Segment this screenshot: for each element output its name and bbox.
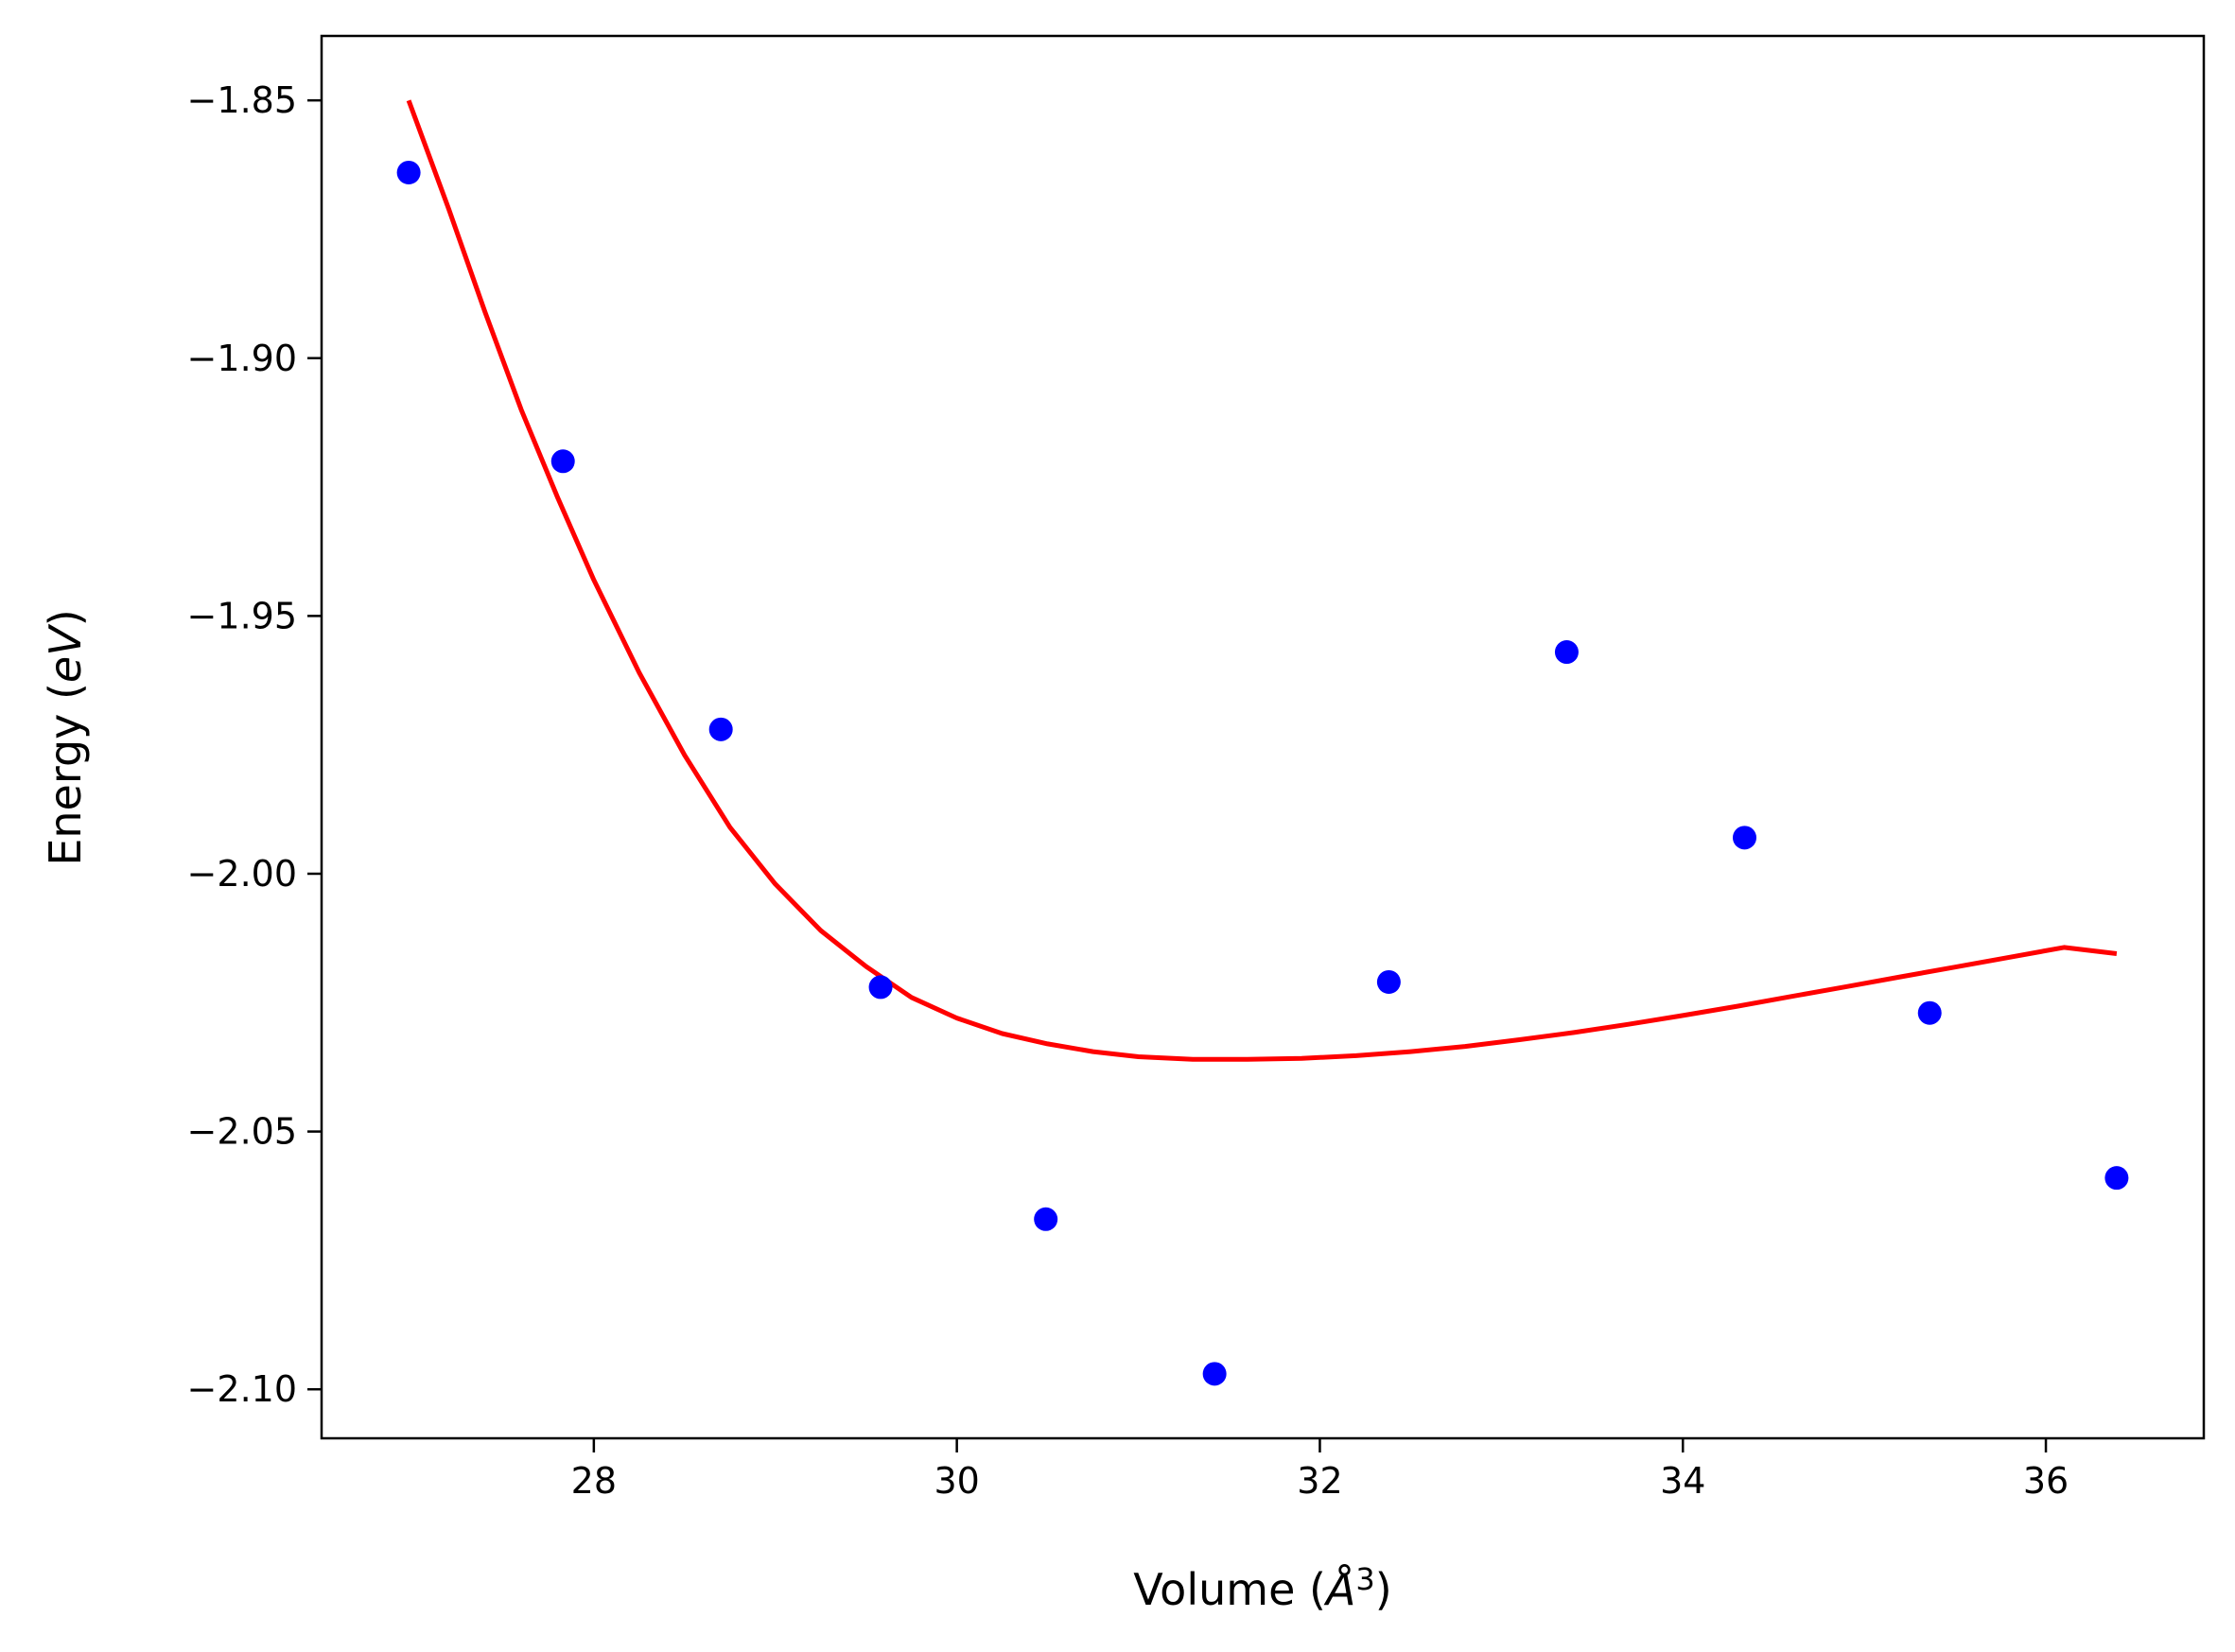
- y-axis-label-prefix: Energy (: [40, 683, 91, 866]
- y-tick-label: −1.85: [187, 79, 297, 121]
- x-tick-label: 32: [1297, 1460, 1342, 1502]
- x-tick-label: 34: [1660, 1460, 1705, 1502]
- data-point: [868, 975, 893, 1000]
- y-tick-label: −1.95: [187, 595, 297, 636]
- series-layer: [396, 99, 2129, 1386]
- x-axis-ticks: 28 30 32 34 36: [571, 1438, 2069, 1502]
- data-point: [1202, 1362, 1227, 1386]
- x-tick-label: 30: [934, 1460, 979, 1502]
- x-axis-label-suffix: ): [1375, 1564, 1392, 1615]
- y-tick-label: −2.10: [187, 1368, 297, 1410]
- y-axis-label-unit: eV: [40, 623, 91, 683]
- y-tick-label: −2.00: [187, 853, 297, 895]
- x-axis-label-unit: Å: [1323, 1564, 1355, 1615]
- data-point: [1917, 1000, 1942, 1025]
- y-axis-label-suffix: ): [40, 609, 91, 626]
- y-tick-label: −2.05: [187, 1111, 297, 1153]
- data-point: [1376, 969, 1401, 994]
- x-axis-label-superscript: 3: [1355, 1561, 1374, 1597]
- data-point: [1732, 826, 1756, 850]
- data-point: [1554, 640, 1579, 665]
- data-point: [396, 160, 421, 184]
- plot-frame: [320, 34, 2206, 1440]
- y-axis-label: Energy (eV): [40, 609, 91, 865]
- x-tick-label: 36: [2023, 1460, 2069, 1502]
- data-point: [1034, 1207, 1058, 1231]
- x-axis-label: Volume (Å3): [1133, 1561, 1391, 1615]
- y-tick-label: −1.90: [187, 338, 297, 379]
- x-tick-label: 28: [571, 1460, 617, 1502]
- data-point: [2104, 1166, 2129, 1191]
- y-axis-ticks: −1.85 −1.90 −1.95 −2.00 −2.05 −2.10: [187, 79, 322, 1410]
- x-axis-label-prefix: Volume (: [1133, 1564, 1326, 1615]
- fit-curve-line: [406, 99, 2118, 1062]
- data-point: [708, 717, 733, 741]
- data-point: [550, 449, 575, 474]
